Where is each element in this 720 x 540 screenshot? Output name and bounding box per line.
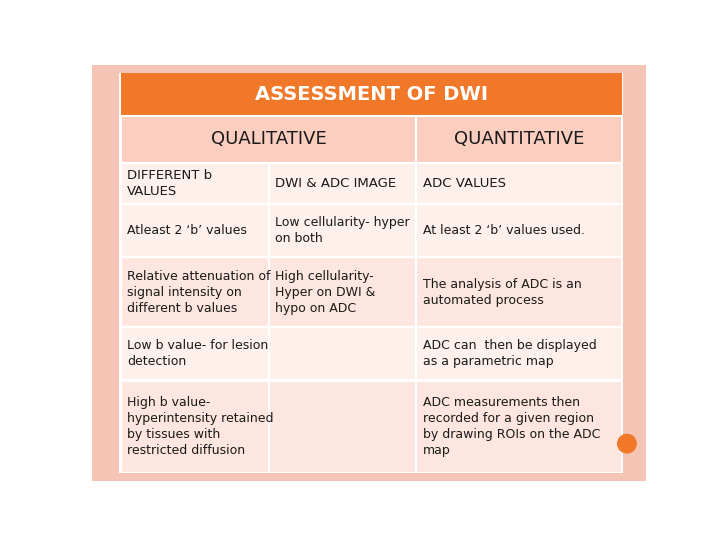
Bar bbox=[121, 204, 269, 257]
Bar bbox=[92, 65, 119, 481]
Circle shape bbox=[618, 434, 636, 453]
Text: ADC can  then be displayed
as a parametric map: ADC can then be displayed as a parametri… bbox=[423, 339, 596, 368]
Text: QUANTITATIVE: QUANTITATIVE bbox=[454, 130, 584, 148]
Bar bbox=[269, 163, 416, 204]
Text: Low b value- for lesion
detection: Low b value- for lesion detection bbox=[127, 339, 269, 368]
Bar bbox=[416, 204, 621, 257]
Bar bbox=[416, 116, 621, 163]
Text: Low cellularity- hyper
on both: Low cellularity- hyper on both bbox=[275, 216, 410, 245]
Text: ASSESSMENT OF DWI: ASSESSMENT OF DWI bbox=[255, 85, 488, 104]
Text: DWI & ADC IMAGE: DWI & ADC IMAGE bbox=[275, 177, 396, 190]
Text: Atleast 2 ‘b’ values: Atleast 2 ‘b’ values bbox=[127, 224, 247, 237]
Bar bbox=[269, 257, 416, 327]
Bar bbox=[121, 116, 416, 163]
Bar bbox=[121, 163, 269, 204]
Text: ADC VALUES: ADC VALUES bbox=[423, 177, 505, 190]
Bar bbox=[416, 327, 621, 381]
Text: High b value-
hyperintensity retained
by tissues with
restricted diffusion: High b value- hyperintensity retained by… bbox=[127, 396, 274, 457]
Bar bbox=[269, 204, 416, 257]
Text: High cellularity-
Hyper on DWI &
hypo on ADC: High cellularity- Hyper on DWI & hypo on… bbox=[275, 269, 375, 315]
Text: QUALITATIVE: QUALITATIVE bbox=[211, 130, 327, 148]
Bar bbox=[121, 257, 269, 327]
Text: The analysis of ADC is an
automated process: The analysis of ADC is an automated proc… bbox=[423, 278, 581, 307]
Text: Relative attenuation of
signal intensity on
different b values: Relative attenuation of signal intensity… bbox=[127, 269, 271, 315]
Text: At least 2 ‘b’ values used.: At least 2 ‘b’ values used. bbox=[423, 224, 585, 237]
Bar bbox=[623, 65, 647, 481]
Bar bbox=[92, 473, 647, 481]
Bar bbox=[416, 381, 621, 473]
Bar bbox=[121, 327, 269, 381]
Bar bbox=[92, 65, 647, 72]
Bar bbox=[121, 381, 269, 473]
Bar bbox=[269, 327, 416, 381]
Bar bbox=[416, 163, 621, 204]
Bar bbox=[269, 381, 416, 473]
Text: ADC measurements then
recorded for a given region
by drawing ROIs on the ADC
map: ADC measurements then recorded for a giv… bbox=[423, 396, 600, 457]
Text: DIFFERENT b
VALUES: DIFFERENT b VALUES bbox=[127, 169, 212, 198]
Bar bbox=[121, 72, 621, 116]
Bar bbox=[416, 257, 621, 327]
